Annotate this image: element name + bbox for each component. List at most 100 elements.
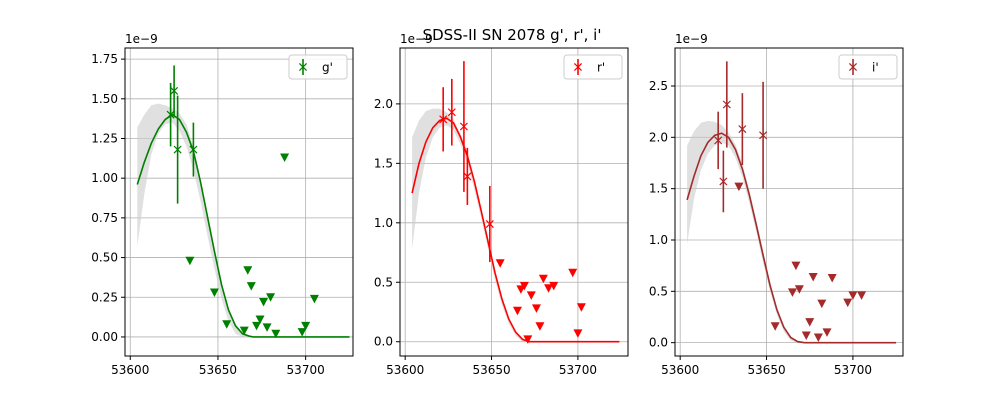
x-tick-label: 53650 <box>199 363 237 377</box>
detection-marker <box>170 86 179 95</box>
detection-marker <box>173 145 182 154</box>
upper-limit-marker <box>271 329 281 339</box>
y-offset-label: 1e−9 <box>400 32 433 46</box>
legend-box <box>563 54 623 80</box>
upper-limit-marker <box>535 322 545 331</box>
detection-marker <box>722 100 731 109</box>
x-tick-label: 53700 <box>834 363 872 377</box>
upper-limit-marker <box>808 272 818 282</box>
figure-title: SDSS-II SN 2078 g', r', i' <box>423 26 602 44</box>
model-curve <box>686 132 897 344</box>
upper-limit-marker <box>301 321 311 331</box>
upper-limit-marker <box>209 288 219 297</box>
y-tick-label: 0.0 <box>649 336 668 350</box>
y-offset-label: 1e−9 <box>675 32 708 46</box>
upper-limit-marker <box>239 326 249 336</box>
y-tick-label: 2.5 <box>649 79 668 93</box>
upper-limit-marker <box>246 282 256 291</box>
detection-marker <box>189 145 198 154</box>
y-tick-label: 1.0 <box>649 233 668 247</box>
y-tick-label: 1.25 <box>91 131 118 145</box>
upper-limit-marker <box>576 303 586 312</box>
x-tick-label: 53700 <box>559 363 597 377</box>
plot-area <box>686 61 897 344</box>
upper-limit-marker <box>805 318 815 327</box>
y-tick-label: 1.75 <box>91 52 118 66</box>
upper-limit-marker <box>280 153 290 163</box>
detection-marker <box>459 122 468 131</box>
legend-label: g' <box>322 61 333 75</box>
axes-frame <box>124 47 354 357</box>
upper-limit-marker <box>495 259 505 268</box>
y-offset-label: 1e−9 <box>125 32 158 46</box>
legend-marker <box>298 62 308 72</box>
model-curve <box>411 117 620 343</box>
y-tick-label: 0.0 <box>374 335 393 349</box>
x-tick-label: 53650 <box>747 363 785 377</box>
upper-limit-marker <box>822 328 832 337</box>
detection-marker <box>719 177 728 186</box>
axes-frame <box>399 47 629 357</box>
upper-limit-marker <box>266 293 276 302</box>
upper-limit-marker <box>787 288 797 297</box>
upper-limit-marker <box>857 291 867 300</box>
upper-limit-marker <box>549 281 559 291</box>
upper-limit-marker <box>794 285 804 294</box>
y-tick-label: 0.75 <box>91 211 118 225</box>
legend-box <box>838 54 898 80</box>
upper-limit-marker <box>568 268 578 278</box>
upper-limit-marker <box>519 281 529 291</box>
upper-limit-marker <box>544 284 554 293</box>
upper-limit-marker <box>512 306 522 316</box>
axes-frame <box>674 47 904 357</box>
legend-box <box>288 54 348 80</box>
panel-3: 53600 53650 53700 0.0 0.5 1.0 1.5 2.0 2.5 1e−9 i' <box>649 32 904 377</box>
upper-limit-marker <box>531 304 541 313</box>
y-tick-label: 0.25 <box>91 290 118 304</box>
y-tick-label: 1.5 <box>374 156 393 170</box>
upper-limit-marker <box>843 298 853 308</box>
model-curve <box>136 113 350 338</box>
upper-limit-marker <box>252 321 262 331</box>
y-tick-label: 0.5 <box>649 284 668 298</box>
panel-1: 53600 53650 53700 0.00 0.25 0.50 0.75 1.00 1.25 1… <box>91 32 354 377</box>
x-tick-label: 53600 <box>661 363 699 377</box>
detection-marker <box>447 108 456 117</box>
upper-limit-marker <box>848 291 858 300</box>
upper-limit-marker <box>243 266 253 275</box>
upper-limit-marker <box>262 323 272 332</box>
upper-limit-marker <box>734 182 744 192</box>
legend-marker <box>573 62 583 72</box>
y-tick-label: 1.5 <box>649 182 668 196</box>
detection-marker <box>463 172 472 181</box>
detection-marker <box>439 115 448 124</box>
upper-limit-marker <box>770 322 780 331</box>
y-tick-label: 2.0 <box>374 97 393 111</box>
panel-2: 53600 53650 53700 0.0 0.5 1.0 1.5 2.0 1e−9 r' <box>374 32 629 377</box>
upper-limit-marker <box>791 261 801 271</box>
detection-marker <box>738 125 747 134</box>
detection-marker <box>759 131 768 140</box>
legend-marker <box>848 62 858 72</box>
x-tick-label: 53650 <box>472 363 510 377</box>
upper-limit-marker <box>801 331 811 340</box>
detection-marker <box>714 136 723 145</box>
upper-limit-marker <box>185 256 195 266</box>
model-uncertainty-band <box>687 120 805 343</box>
upper-limit-marker <box>526 291 536 300</box>
y-tick-label: 0.5 <box>374 275 393 289</box>
upper-limit-marker <box>827 273 837 283</box>
y-tick-label: 0.00 <box>91 330 118 344</box>
model-uncertainty-band <box>412 108 530 342</box>
x-tick-label: 53600 <box>386 363 424 377</box>
plot-area <box>411 61 620 344</box>
legend-label: r' <box>597 61 605 75</box>
upper-limit-marker <box>259 298 269 307</box>
legend-label: i' <box>872 61 879 75</box>
upper-limit-marker <box>573 329 583 338</box>
y-tick-label: 1.50 <box>91 92 118 106</box>
y-tick-label: 1.0 <box>374 216 393 230</box>
upper-limit-marker <box>523 335 533 344</box>
